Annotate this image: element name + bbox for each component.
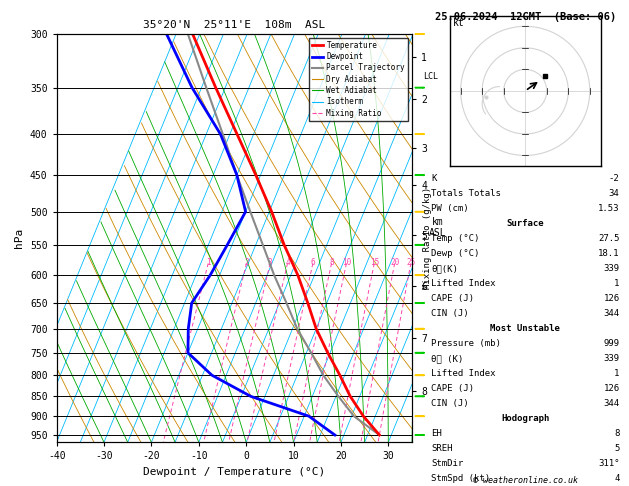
Text: θᴇ (K): θᴇ (K) [431, 354, 463, 363]
Text: 1: 1 [206, 258, 211, 267]
Text: 311°: 311° [598, 459, 620, 468]
Text: 15: 15 [370, 258, 379, 267]
Title: 35°20'N  25°11'E  108m  ASL: 35°20'N 25°11'E 108m ASL [143, 20, 325, 31]
Text: 20: 20 [390, 258, 399, 267]
Text: 18.1: 18.1 [598, 249, 620, 258]
Text: CIN (J): CIN (J) [431, 309, 469, 318]
Text: SREH: SREH [431, 444, 452, 453]
Text: 25: 25 [406, 258, 416, 267]
Text: LCL: LCL [423, 72, 438, 81]
Y-axis label: km
ASL: km ASL [429, 217, 447, 238]
Text: EH: EH [431, 429, 442, 438]
Text: kt: kt [453, 18, 465, 28]
Text: CIN (J): CIN (J) [431, 399, 469, 408]
Text: 2: 2 [244, 258, 248, 267]
Text: StmDir: StmDir [431, 459, 463, 468]
Text: StmSpd (kt): StmSpd (kt) [431, 474, 490, 483]
Text: © weatheronline.co.uk: © weatheronline.co.uk [473, 476, 577, 485]
Text: Mixing Ratio (g/kg): Mixing Ratio (g/kg) [423, 187, 432, 289]
Text: 126: 126 [603, 294, 620, 303]
Text: Pressure (mb): Pressure (mb) [431, 339, 501, 348]
Text: Surface: Surface [506, 219, 544, 228]
Text: 8: 8 [614, 429, 620, 438]
Text: 1: 1 [614, 369, 620, 378]
Text: 10: 10 [342, 258, 351, 267]
Text: Most Unstable: Most Unstable [490, 324, 560, 333]
Text: 339: 339 [603, 354, 620, 363]
Text: PW (cm): PW (cm) [431, 204, 469, 213]
Y-axis label: hPa: hPa [14, 228, 25, 248]
Text: θᴇ(K): θᴇ(K) [431, 264, 458, 273]
Text: Lifted Index: Lifted Index [431, 369, 496, 378]
Text: 126: 126 [603, 384, 620, 393]
Text: 4: 4 [614, 474, 620, 483]
Text: -2: -2 [609, 174, 620, 183]
Text: 999: 999 [603, 339, 620, 348]
Text: Dewp (°C): Dewp (°C) [431, 249, 479, 258]
Text: 339: 339 [603, 264, 620, 273]
Text: 6: 6 [311, 258, 315, 267]
Text: CAPE (J): CAPE (J) [431, 384, 474, 393]
Text: Hodograph: Hodograph [501, 414, 549, 423]
Text: 344: 344 [603, 399, 620, 408]
Text: K: K [431, 174, 437, 183]
Text: Lifted Index: Lifted Index [431, 279, 496, 288]
Text: 5: 5 [614, 444, 620, 453]
Text: 3: 3 [268, 258, 272, 267]
Text: Totals Totals: Totals Totals [431, 189, 501, 198]
Text: 8: 8 [329, 258, 334, 267]
Text: 27.5: 27.5 [598, 234, 620, 243]
Text: 1: 1 [614, 279, 620, 288]
Text: CAPE (J): CAPE (J) [431, 294, 474, 303]
Text: Temp (°C): Temp (°C) [431, 234, 479, 243]
X-axis label: Dewpoint / Temperature (°C): Dewpoint / Temperature (°C) [143, 467, 325, 477]
Text: 1.53: 1.53 [598, 204, 620, 213]
Text: 344: 344 [603, 309, 620, 318]
Text: 4: 4 [285, 258, 290, 267]
Text: 25.06.2024  12GMT  (Base: 06): 25.06.2024 12GMT (Base: 06) [435, 12, 616, 22]
Legend: Temperature, Dewpoint, Parcel Trajectory, Dry Adiabat, Wet Adiabat, Isotherm, Mi: Temperature, Dewpoint, Parcel Trajectory… [309, 38, 408, 121]
Text: 34: 34 [609, 189, 620, 198]
